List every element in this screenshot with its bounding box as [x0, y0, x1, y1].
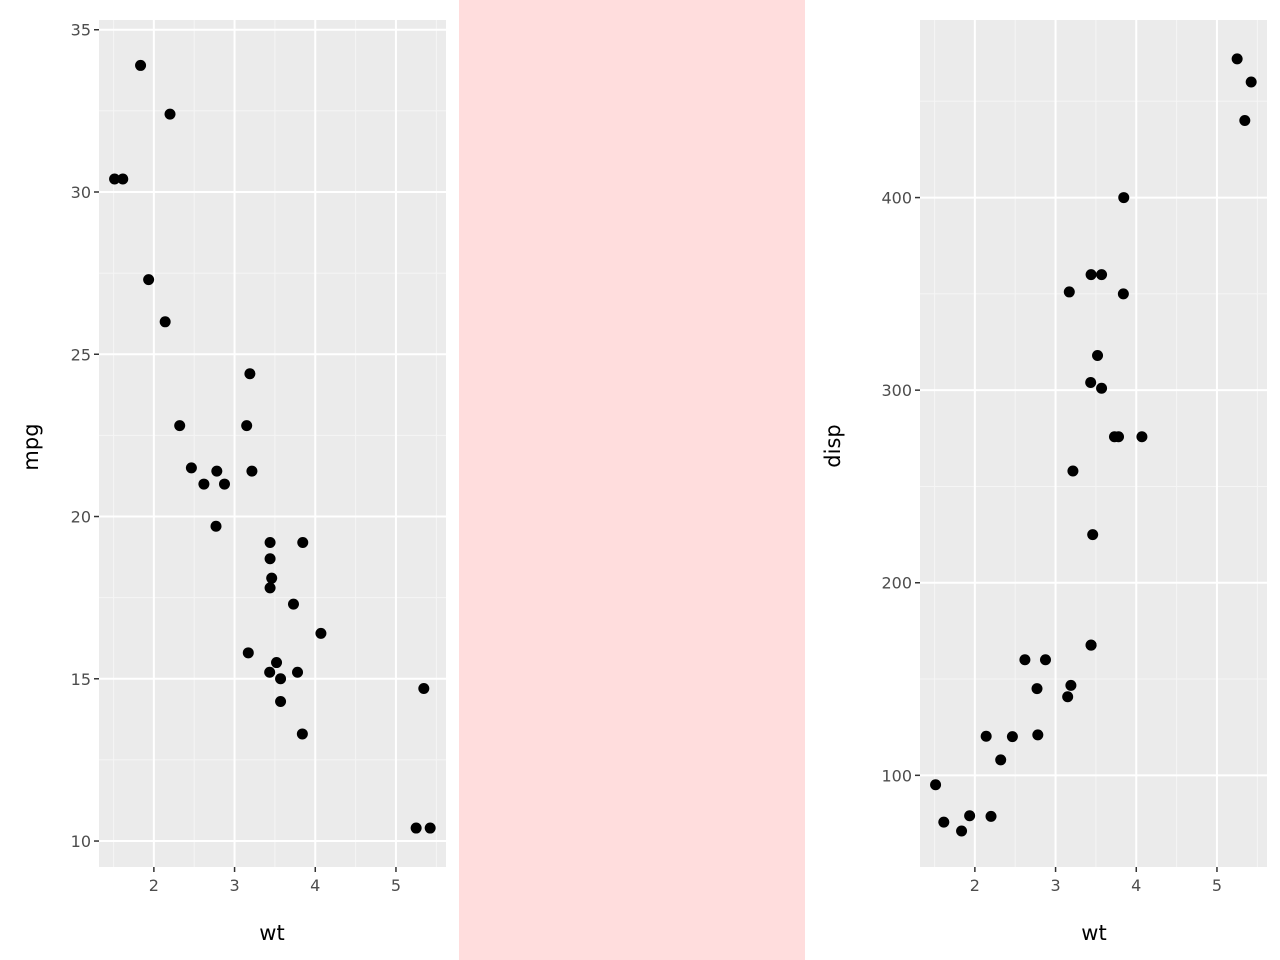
disp-plot-x-tick-label: 5 — [1212, 876, 1222, 895]
disp-plot-point — [1136, 431, 1148, 443]
mpg-plot-point — [410, 822, 422, 834]
mpg-plot-y-tick-label: 20 — [71, 508, 91, 527]
disp-plot-point — [995, 754, 1007, 766]
disp-plot-point — [1117, 288, 1129, 300]
disp-plot-point — [1031, 683, 1043, 695]
disp-plot-y-axis-title: disp — [821, 424, 845, 467]
mpg-plot-point — [418, 683, 430, 695]
mpg-plot-point — [241, 420, 253, 432]
mpg-plot-point — [264, 582, 276, 594]
disp-plot-x-tick-label: 2 — [970, 876, 980, 895]
disp-plot-point — [1032, 729, 1044, 741]
mpg-plot-point — [264, 553, 276, 565]
disp-plot-point — [1118, 192, 1130, 204]
mpg-plot-point — [211, 465, 223, 477]
disp-plot-y-tick-label: 100 — [881, 766, 912, 785]
mpg-plot-point — [287, 598, 299, 610]
disp-plot-point — [1239, 115, 1251, 127]
disp-plot-point — [1085, 376, 1097, 388]
disp-plot-point — [956, 825, 968, 837]
disp-plot-ticks: 2 3 4 5 100 200 300 400 — [881, 189, 1222, 895]
mpg-plot-point — [244, 368, 256, 380]
mpg-plot-panel — [99, 20, 446, 867]
mpg-plot-point — [109, 173, 121, 185]
disp-plot-point — [1092, 349, 1104, 361]
disp-plot-point — [1085, 269, 1097, 281]
mpg-plot-y-axis-title: mpg — [19, 423, 43, 470]
mpg-plot-point — [218, 478, 230, 490]
disp-plot-minor-grid — [920, 20, 1267, 867]
spacer-panel — [459, 0, 805, 960]
disp-plot-point — [1113, 431, 1125, 443]
disp-plot-point — [1019, 654, 1031, 666]
mpg-plot-point — [264, 666, 276, 678]
mpg-plot-point — [264, 536, 276, 548]
disp-plot-point — [1062, 691, 1074, 703]
mpg-plot-minor-grid — [99, 20, 446, 867]
mpg-plot-x-tick-label: 5 — [391, 876, 401, 895]
mpg-plot-x-tick-label: 2 — [149, 876, 159, 895]
disp-plot-point — [930, 779, 942, 791]
disp-plot-points — [930, 53, 1257, 837]
disp-plot-point — [1087, 529, 1099, 541]
mpg-plot-point — [117, 173, 129, 185]
mpg-plot-point — [135, 59, 147, 71]
disp-plot-y-tick-label: 400 — [881, 189, 912, 208]
disp-vs-wt-plot: 2 3 4 5 100 200 300 400 wt disp — [821, 20, 1267, 945]
disp-plot-y-tick-label: 300 — [881, 381, 912, 400]
mpg-plot-point — [275, 695, 287, 707]
disp-plot-point — [1085, 639, 1097, 651]
mpg-plot-x-axis-title: wt — [259, 921, 284, 945]
mpg-plot-major-grid — [99, 20, 446, 867]
mpg-plot-x-tick-label: 3 — [229, 876, 239, 895]
disp-plot-point — [1231, 53, 1243, 65]
mpg-plot-x-tick-label: 4 — [310, 876, 320, 895]
disp-plot-point — [938, 816, 950, 828]
disp-plot-major-grid — [920, 20, 1267, 867]
mpg-plot-point — [143, 274, 155, 286]
mpg-plot-y-tick-label: 35 — [71, 21, 91, 40]
disp-plot-x-axis-title: wt — [1081, 921, 1106, 945]
mpg-plot-point — [210, 520, 222, 532]
mpg-plot-point — [296, 728, 308, 740]
disp-plot-point — [1039, 654, 1051, 666]
mpg-plot-y-tick-label: 25 — [71, 345, 91, 364]
disp-plot-point — [1067, 465, 1079, 477]
mpg-plot-point — [174, 420, 186, 432]
mpg-plot-point — [315, 627, 327, 639]
mpg-plot-point — [159, 316, 171, 328]
mpg-plot-y-tick-label: 15 — [71, 670, 91, 689]
disp-plot-point — [980, 730, 992, 742]
mpg-plot-point — [297, 536, 309, 548]
mpg-plot-y-tick-label: 30 — [71, 183, 91, 202]
mpg-plot-point — [292, 666, 304, 678]
mpg-plot-points — [109, 59, 436, 834]
mpg-plot-point — [271, 657, 283, 669]
disp-plot-point — [1096, 269, 1108, 281]
mpg-plot-point — [164, 108, 176, 120]
mpg-plot-point — [275, 673, 287, 685]
mpg-plot-point — [242, 647, 254, 659]
disp-plot-x-tick-label: 3 — [1050, 876, 1060, 895]
disp-plot-x-tick-label: 4 — [1131, 876, 1141, 895]
mpg-plot-point — [246, 465, 258, 477]
disp-plot-point — [1065, 679, 1077, 691]
mpg-vs-wt-plot: 2 3 4 5 10 15 20 25 30 35 wt mpg — [19, 20, 446, 945]
mpg-plot-y-tick-label: 10 — [71, 832, 91, 851]
mpg-plot-point — [266, 572, 278, 584]
disp-plot-point — [1245, 76, 1257, 88]
disp-plot-y-tick-label: 200 — [881, 574, 912, 593]
mpg-plot-ticks: 2 3 4 5 10 15 20 25 30 35 — [71, 21, 401, 895]
disp-plot-point — [1096, 382, 1108, 394]
disp-plot-panel — [920, 20, 1267, 867]
mpg-plot-point — [185, 462, 197, 474]
disp-plot-point — [1006, 731, 1018, 743]
disp-plot-point — [985, 810, 997, 822]
disp-plot-point — [1063, 286, 1075, 298]
mpg-plot-point — [424, 822, 436, 834]
mpg-plot-point — [198, 478, 210, 490]
disp-plot-point — [964, 810, 976, 822]
